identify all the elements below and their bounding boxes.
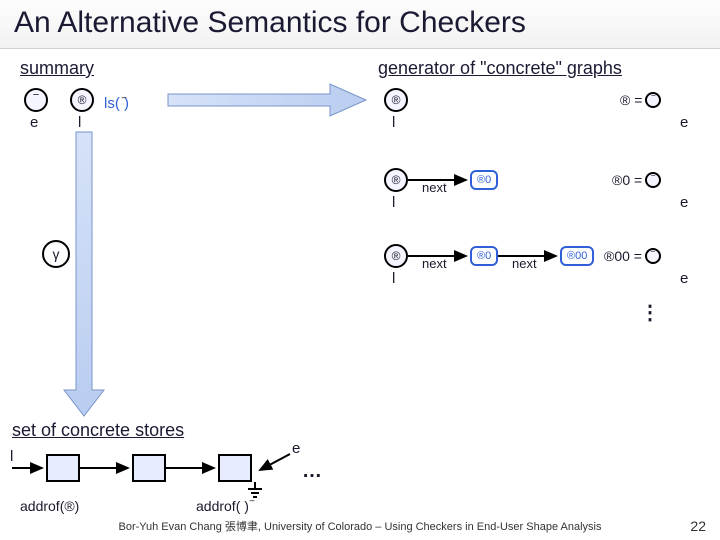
addrof-left: addrof(®) — [20, 498, 79, 514]
gen-r2-inst0: ®0 — [470, 170, 498, 190]
gen-r2-l: l — [392, 194, 395, 211]
store-cell-2 — [132, 454, 166, 482]
gen-r1-eq: ® = ‾ — [620, 92, 661, 108]
gen-r3-inst00: ®00 — [560, 246, 594, 266]
stores-e: e — [292, 440, 300, 457]
gen-r3-l: l — [392, 270, 395, 287]
gen-r3-next2: next — [512, 256, 537, 271]
store-cell-1 — [46, 454, 80, 482]
generator-heading: generator of "concrete" graphs — [378, 58, 622, 79]
gen-r3-node-r: ® — [384, 244, 408, 268]
summary-l-label: l — [78, 114, 81, 131]
addrof-right: addrof( ) — [196, 498, 249, 514]
summary-heading: summary — [20, 58, 94, 79]
page-number: 22 — [690, 518, 706, 534]
gen-r1-e: e — [680, 114, 688, 131]
stores-heading: set of concrete stores — [12, 420, 184, 441]
gen-r3-eq: ®00 = ‾ — [604, 248, 661, 264]
gen-r3-inst0: ®0 — [470, 246, 498, 266]
diagram-arrows — [0, 0, 720, 540]
gen-r2-next: next — [422, 180, 447, 195]
summary-e-label: e — [30, 114, 38, 131]
stores-ellipsis: … — [302, 460, 322, 483]
footer-text: Bor-Yuh Evan Chang 張博聿, University of Co… — [0, 518, 720, 534]
store-cell-3 — [218, 454, 252, 482]
stores-l: l — [10, 448, 13, 465]
gen-r3-e: e — [680, 270, 688, 287]
gen-r3-next1: next — [422, 256, 447, 271]
gen-r1-node-r: ® — [384, 88, 408, 112]
summary-node-r: ® — [70, 88, 94, 112]
gen-r2-e: e — [680, 194, 688, 211]
gen-r2-eq: ®0 = ‾ — [612, 172, 661, 188]
summary-node-e: ‾ — [24, 88, 48, 112]
gamma-icon: γ — [42, 240, 70, 268]
vdots-icon: ⋮ — [640, 300, 660, 325]
gen-r2-node-r: ® — [384, 168, 408, 192]
gen-r1-l: l — [392, 114, 395, 131]
page-title: An Alternative Semantics for Checkers — [14, 6, 706, 40]
